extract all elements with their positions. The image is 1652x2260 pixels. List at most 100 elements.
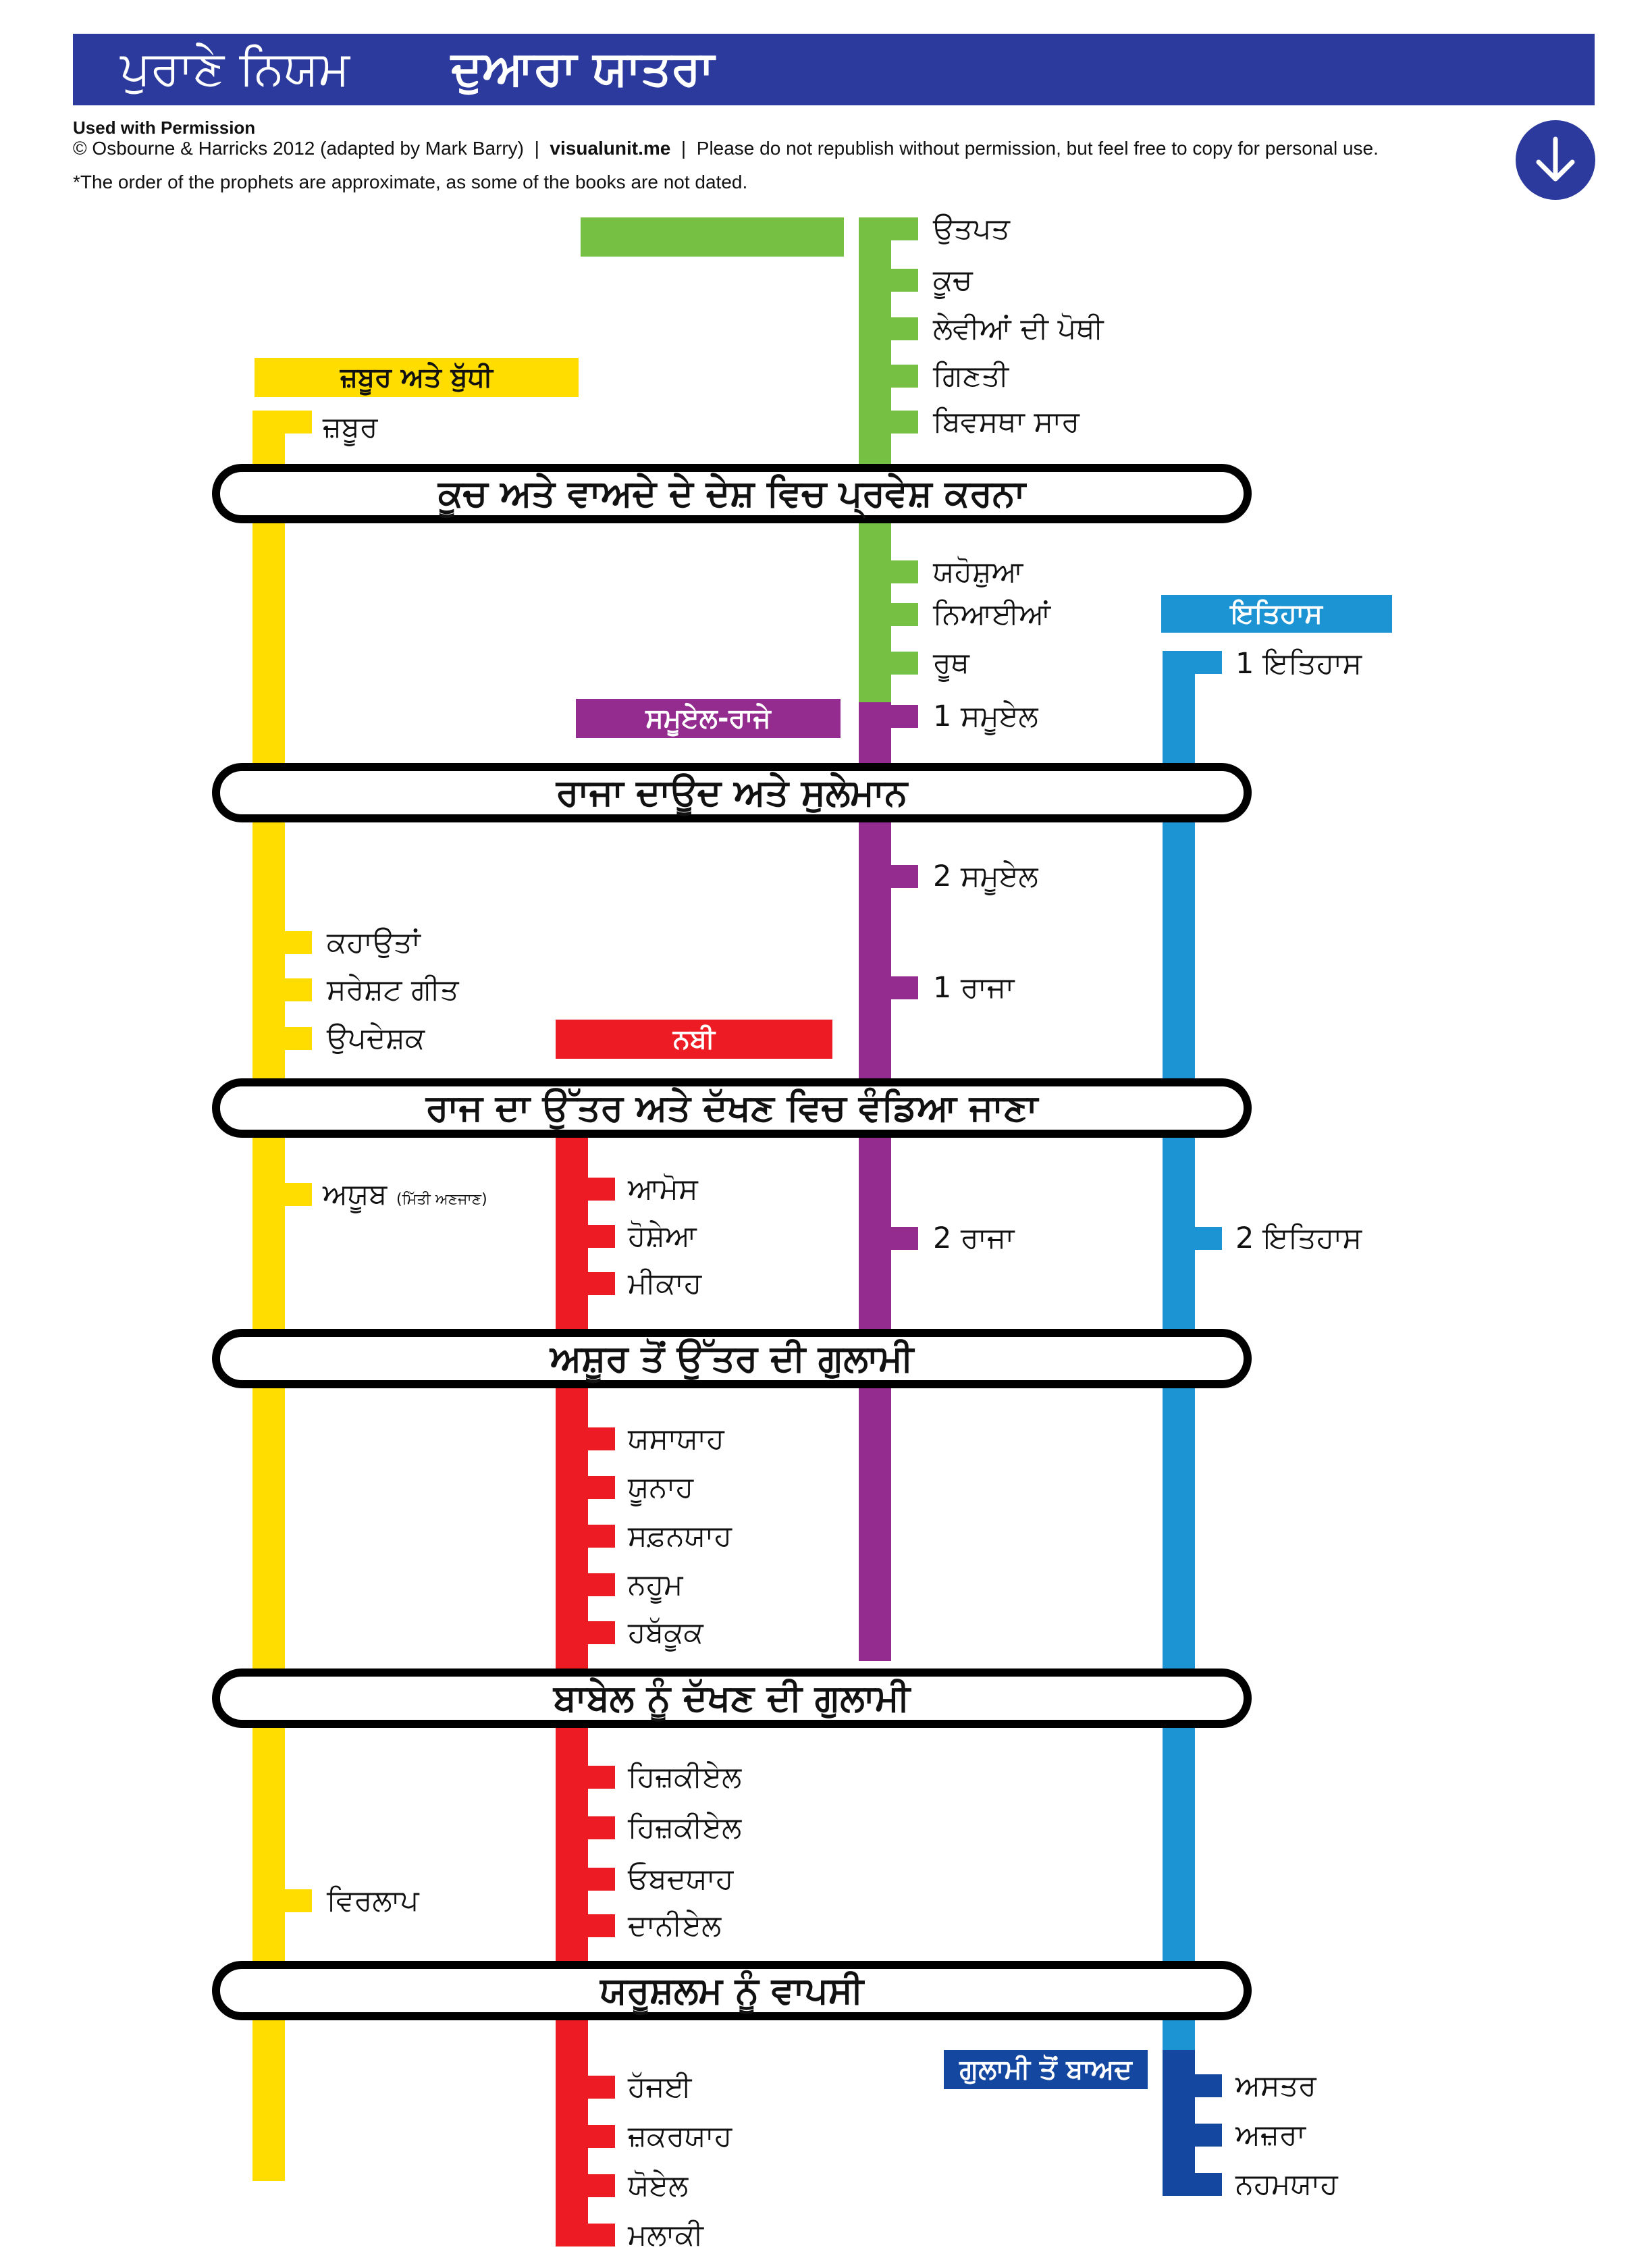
book-daniel: ਦਾਨੀਏਲ	[628, 1909, 722, 1943]
book-micah: ਮੀਕਾਹ	[628, 1267, 702, 1300]
book-esther: ਅਸਤਰ	[1235, 2069, 1316, 2103]
book-psalms: ਜ਼ਬੂਰ	[323, 411, 378, 444]
page-subtitle: ਦੁਆਰਾ ਯਾਤਰਾ	[451, 41, 714, 96]
tick	[859, 217, 918, 240]
tick	[556, 1427, 615, 1450]
scroll-down-button[interactable]	[1516, 120, 1595, 200]
line-wisdom-top-cap	[252, 411, 312, 433]
book-isaiah: ਯਸਾਯਾਹ	[628, 1422, 724, 1456]
event-divided-kingdom: ਰਾਜ ਦਾ ਉੱਤਰ ਅਤੇ ਦੱਖਣ ਵਿਚ ਵੰਡਿਆ ਜਾਣਾ	[212, 1078, 1252, 1138]
tick	[859, 865, 918, 888]
section-label-prophets: ਨਬੀ	[673, 1024, 715, 1055]
tick	[556, 2174, 615, 2197]
title-banner: ਪੁਰਾਣੇ ਨਿਯਮ ਦੁਆਰਾ ਯਾਤਰਾ	[73, 34, 1595, 105]
book-judges: ਨਿਆਈਆਂ	[933, 598, 1051, 631]
prophet-order-note: *The order of the prophets are approxima…	[73, 172, 748, 192]
tick	[556, 2076, 615, 2099]
tick	[556, 1766, 615, 1789]
event-label: ਰਾਜਾ ਦਾਊਦ ਅਤੇ ਸੁਲੇਮਾਨ	[556, 771, 908, 814]
book-deuteronomy: ਬਿਵਸਥਾ ਸਾਰ	[933, 405, 1080, 439]
tick	[859, 1227, 918, 1250]
book-exodus: ਕੂਚ	[933, 263, 973, 297]
line-chronicles-top-cap	[1163, 651, 1222, 674]
tick	[859, 976, 918, 999]
book-zephaniah: ਸਫ਼ਨਯਾਹ	[628, 1519, 732, 1553]
book-habakkuk: ਹਬੱਕੂਕ	[628, 1616, 703, 1650]
event-label: ਕੂਚ ਅਤੇ ਵਾਅਦੇ ਦੇ ਦੇਸ਼ ਵਿਚ ਪ੍ਰਵੇਸ਼ ਕਰਨਾ	[438, 472, 1025, 515]
section-label-samuel-kings: ਸਮੂਏਲ-ਰਾਜੇ	[645, 703, 771, 734]
tick	[1163, 1227, 1222, 1250]
book-song-of-songs: ਸਰੇਸ਼ਟ ਗੀਤ	[327, 973, 459, 1007]
book-2-chronicles: 2 ਇਤਿਹਾਸ	[1235, 1221, 1362, 1255]
book-ezekiel-2: ਹਿਜ਼ਕੀਏਲ	[628, 1811, 742, 1845]
book-ruth: ਰੂਥ	[933, 646, 969, 680]
book-2-samuel: 2 ਸਮੂਏਲ	[933, 860, 1038, 893]
book-1-samuel: 1 ਸਮੂਏਲ	[933, 700, 1038, 733]
site-link[interactable]: visualunit.me	[550, 138, 671, 159]
tick	[556, 2224, 615, 2246]
section-header-samuel-kings: ਸਮੂਏਲ-ਰਾਜੇ	[576, 699, 841, 738]
tick	[556, 1914, 615, 1937]
tick	[556, 1476, 615, 1499]
tick	[859, 560, 918, 583]
section-header-law	[581, 217, 844, 257]
book-malachi: ਮਲਾਕੀ	[628, 2218, 703, 2252]
tick	[252, 1889, 312, 1912]
event-assyrian-exile: ਅਸ਼ੂਰ ਤੋਂ ਉੱਤਰ ਦੀ ਗੁਲਾਮੀ	[212, 1329, 1252, 1388]
tick	[859, 269, 918, 292]
tick	[1163, 2173, 1222, 2196]
event-david-solomon: ਰਾਜਾ ਦਾਊਦ ਅਤੇ ਸੁਲੇਮਾਨ	[212, 763, 1252, 822]
tick	[556, 1525, 615, 1548]
tick	[859, 411, 918, 433]
tick	[252, 1183, 312, 1206]
tick	[252, 1027, 312, 1050]
book-haggai: ਹੱਜਈ	[628, 2070, 692, 2104]
notice-text: Please do not republish without permissi…	[696, 138, 1379, 159]
book-1-kings: 1 ਰਾਜਾ	[933, 971, 1015, 1005]
book-joel: ਯੋਏਲ	[628, 2169, 689, 2203]
section-header-chronicles: ਇਤਿਹਾਸ	[1161, 595, 1392, 633]
section-header-post-exile: ਗੁਲਾਮੀ ਤੋਂ ਬਾਅਦ	[944, 2050, 1148, 2089]
tick	[1163, 2124, 1222, 2147]
tick	[556, 1816, 615, 1839]
book-numbers: ਗਿਣਤੀ	[933, 359, 1009, 393]
line-wisdom	[252, 411, 285, 2181]
section-header-wisdom: ਜ਼ਬੂਰ ਅਤੇ ਬੁੱਧੀ	[255, 358, 579, 397]
tick	[859, 705, 918, 728]
tick	[556, 2125, 615, 2148]
section-header-prophets: ਨਬੀ	[556, 1020, 832, 1059]
separator: |	[534, 138, 539, 159]
tick	[252, 978, 312, 1001]
line-samuel-kings	[859, 702, 891, 1661]
arrow-down-icon	[1536, 136, 1575, 182]
book-jonah: ਯੂਨਾਹ	[628, 1471, 694, 1504]
book-zechariah: ਜ਼ਕਰਯਾਹ	[628, 2120, 732, 2153]
event-babylonian-exile: ਬਾਬੇਲ ਨੂੰ ਦੱਖਣ ਦੀ ਗੁਲਾਮੀ	[212, 1668, 1252, 1728]
book-1-chronicles: 1 ਇਤਿਹਾਸ	[1235, 647, 1362, 681]
event-label: ਰਾਜ ਦਾ ਉੱਤਰ ਅਤੇ ਦੱਖਣ ਵਿਚ ਵੰਡਿਆ ਜਾਣਾ	[425, 1086, 1038, 1129]
book-job: ਅਯੂਬ (ਮਿੱਤੀ ਅਣਜਾਣ)	[323, 1180, 487, 1209]
event-exodus-conquest: ਕੂਚ ਅਤੇ ਵਾਅਦੇ ਦੇ ਦੇਸ਼ ਵਿਚ ਪ੍ਰਵੇਸ਼ ਕਰਨਾ	[212, 464, 1252, 523]
section-label-chronicles: ਇਤਿਹਾਸ	[1231, 598, 1323, 629]
book-nehemiah: ਨਹਮਯਾਹ	[1235, 2167, 1338, 2201]
tick	[556, 1868, 615, 1891]
tick	[859, 652, 918, 675]
book-job-label: ਅਯੂਬ	[323, 1178, 388, 1211]
event-label: ਯਰੂਸ਼ਲਮ ਨੂੰ ਵਾਪਸੀ	[599, 1969, 864, 2012]
separator: |	[681, 138, 687, 159]
tick	[252, 931, 312, 954]
book-leviticus: ਲੇਵੀਆਂ ਦੀ ਪੋਥੀ	[933, 312, 1104, 346]
used-permission-label: Used with Permission	[73, 117, 256, 138]
book-nahum: ਨਹੂਮ	[628, 1568, 683, 1602]
book-ezekiel: ਹਿਜ਼ਕੀਏਲ	[628, 1760, 742, 1794]
tick	[556, 1621, 615, 1644]
book-joshua: ਯਹੋਸ਼ੁਆ	[933, 555, 1023, 589]
tick	[859, 317, 918, 340]
book-job-date-note: (ਮਿੱਤੀ ਅਣਜਾਣ)	[396, 1191, 487, 1208]
book-ezra: ਅਜ਼ਰਾ	[1235, 2118, 1306, 2152]
tick	[556, 1225, 615, 1248]
tick	[556, 1272, 615, 1295]
page-title: ਪੁਰਾਣੇ ਨਿਯਮ	[120, 41, 350, 96]
copyright-text: © Osbourne & Harricks 2012 (adapted by M…	[73, 138, 525, 159]
book-obadiah: ਓਬਦਯਾਹ	[628, 1862, 734, 1896]
